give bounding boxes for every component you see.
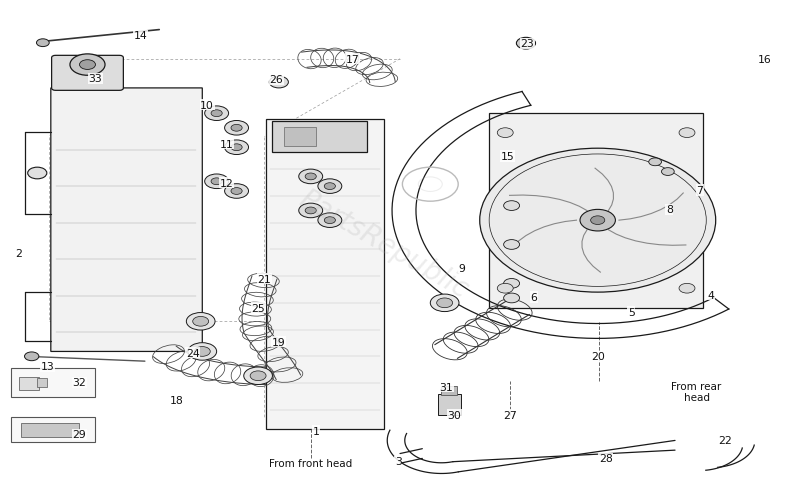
Circle shape <box>37 40 50 47</box>
Text: 5: 5 <box>628 307 634 317</box>
Circle shape <box>318 213 342 228</box>
Circle shape <box>211 179 222 185</box>
Circle shape <box>679 284 695 293</box>
Text: 13: 13 <box>41 361 54 371</box>
Circle shape <box>28 168 47 180</box>
Circle shape <box>79 61 95 70</box>
Bar <box>11 369 94 397</box>
Circle shape <box>498 128 514 138</box>
Circle shape <box>649 159 662 166</box>
Circle shape <box>679 128 695 138</box>
Text: 10: 10 <box>200 101 214 111</box>
Circle shape <box>590 216 605 225</box>
Circle shape <box>504 201 519 211</box>
Text: 8: 8 <box>666 205 673 215</box>
Text: 27: 27 <box>503 410 517 420</box>
Text: 19: 19 <box>272 337 286 347</box>
Circle shape <box>437 298 453 308</box>
Text: 28: 28 <box>599 453 613 464</box>
Circle shape <box>305 207 316 214</box>
Text: 1: 1 <box>313 426 320 436</box>
Text: From rear
head: From rear head <box>671 381 722 403</box>
Circle shape <box>188 343 217 361</box>
Text: 15: 15 <box>501 152 514 162</box>
Circle shape <box>231 188 242 195</box>
FancyBboxPatch shape <box>273 122 367 153</box>
Text: 32: 32 <box>73 377 86 387</box>
Text: 21: 21 <box>258 274 271 284</box>
Text: From front head: From front head <box>269 458 352 468</box>
Circle shape <box>318 180 342 194</box>
Text: 4: 4 <box>707 290 714 300</box>
Text: 30: 30 <box>447 410 461 420</box>
Text: 18: 18 <box>170 395 184 405</box>
Bar <box>266 120 384 429</box>
Text: 17: 17 <box>346 55 359 64</box>
Circle shape <box>231 144 242 151</box>
Text: 31: 31 <box>439 382 453 392</box>
Circle shape <box>324 183 335 190</box>
Circle shape <box>516 38 535 50</box>
Circle shape <box>186 313 215 330</box>
Bar <box>285 127 316 147</box>
FancyBboxPatch shape <box>52 56 123 91</box>
Bar <box>38 378 47 387</box>
Circle shape <box>244 367 273 385</box>
Text: 3: 3 <box>395 456 402 467</box>
Text: 22: 22 <box>718 435 732 446</box>
Circle shape <box>498 284 514 293</box>
Circle shape <box>225 141 249 155</box>
Circle shape <box>205 175 229 189</box>
Text: 12: 12 <box>219 178 233 188</box>
Circle shape <box>580 210 615 231</box>
Circle shape <box>231 125 242 132</box>
Text: 2: 2 <box>15 249 22 259</box>
Circle shape <box>298 170 322 184</box>
Circle shape <box>194 347 210 357</box>
Circle shape <box>305 174 316 181</box>
Circle shape <box>225 184 249 199</box>
Text: 6: 6 <box>530 292 538 303</box>
Circle shape <box>298 203 322 218</box>
Circle shape <box>504 293 519 303</box>
Bar <box>438 394 461 415</box>
Text: 23: 23 <box>521 39 534 49</box>
Text: 24: 24 <box>186 348 199 358</box>
Bar <box>19 377 39 390</box>
Text: 33: 33 <box>89 74 102 84</box>
Circle shape <box>504 279 519 288</box>
Text: 20: 20 <box>590 351 605 362</box>
Circle shape <box>480 149 716 292</box>
Text: 7: 7 <box>696 185 703 196</box>
Bar <box>11 417 94 442</box>
Polygon shape <box>51 89 202 352</box>
Text: 14: 14 <box>134 31 148 41</box>
Text: 16: 16 <box>758 55 772 64</box>
Text: 29: 29 <box>73 429 86 439</box>
Circle shape <box>270 77 288 89</box>
Circle shape <box>70 55 105 76</box>
Circle shape <box>193 317 209 326</box>
Bar <box>442 386 458 395</box>
Circle shape <box>662 168 674 176</box>
Circle shape <box>430 294 459 312</box>
Circle shape <box>205 107 229 121</box>
Text: 25: 25 <box>251 303 265 313</box>
Text: 11: 11 <box>219 140 233 149</box>
Circle shape <box>324 217 335 224</box>
Text: 9: 9 <box>458 263 466 273</box>
Text: 26: 26 <box>270 75 283 85</box>
Circle shape <box>25 352 39 361</box>
Bar <box>22 424 78 437</box>
Circle shape <box>250 371 266 381</box>
Circle shape <box>504 240 519 250</box>
Text: PartsRepublic: PartsRepublic <box>294 184 474 304</box>
Circle shape <box>211 111 222 117</box>
Bar <box>490 114 703 308</box>
Circle shape <box>225 121 249 136</box>
